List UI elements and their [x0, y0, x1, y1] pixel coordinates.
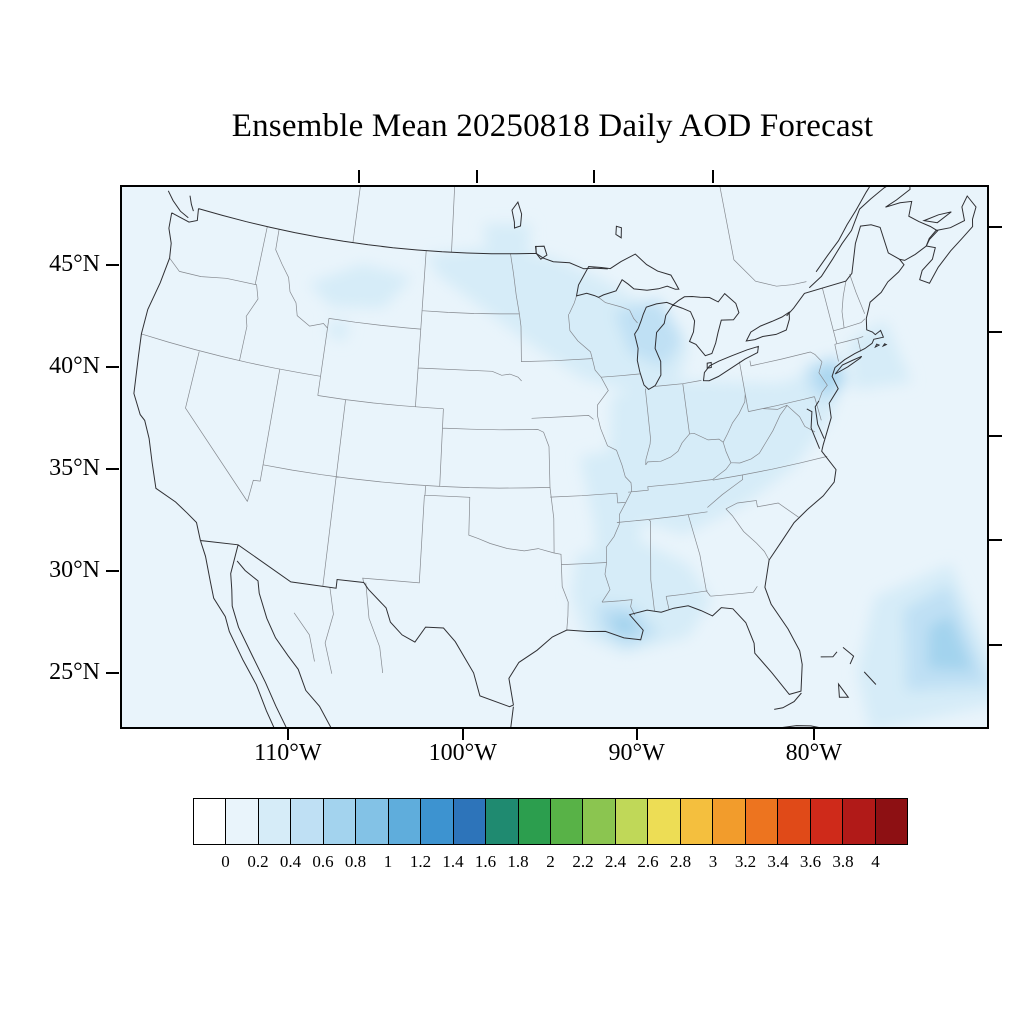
colorbar-labels: 0 0.2 0.4 0.6 0.8 1 1.2 1.4 1.6 1.8 2 2.2 2.4 2.6 2.8 3…	[193, 852, 908, 878]
colorbar-tick-label: 3	[708, 852, 718, 871]
colorbar-cell	[744, 799, 778, 844]
state-borders	[141, 187, 866, 674]
lat-tick-left	[106, 672, 119, 675]
colorbar-tick-label: 2.8	[669, 852, 692, 871]
colorbar-tick-label: 4	[871, 852, 880, 871]
colorbar-cell	[355, 799, 388, 844]
colorbar	[193, 798, 908, 845]
lat-tick-left	[106, 366, 119, 369]
colorbar-cell	[777, 799, 810, 844]
colorbar-tick-label: 0.6	[312, 852, 334, 871]
colorbar-tick-label: 1.6	[474, 852, 497, 871]
lon-tick-top	[592, 170, 595, 183]
lon-tick-bottom	[635, 727, 638, 740]
colorbar-cell	[257, 799, 291, 844]
lon-tick-label: 100°W	[428, 740, 497, 766]
chart-title: Ensemble Mean 20250818 Daily AOD Forecas…	[231, 108, 874, 144]
lon-tick-top	[358, 170, 361, 183]
colorbar-tick-label: 2.2	[572, 852, 594, 871]
colorbar-tick-label: 0.2	[247, 852, 269, 871]
lat-tick-label: 35°N	[49, 454, 100, 481]
colorbar-cell	[582, 799, 615, 844]
colorbar-tick-label: 1.2	[409, 852, 432, 871]
colorbar-tick-label: 3.4	[767, 852, 789, 871]
colorbar-cell	[225, 799, 258, 844]
lat-tick-right	[989, 539, 1002, 542]
colorbar-cell	[452, 799, 486, 844]
colorbar-cell	[194, 799, 226, 844]
map-plot-frame	[120, 185, 989, 729]
lat-tick-label: 45°N	[49, 250, 100, 277]
colorbar-tick-label: 0	[221, 852, 230, 871]
colorbar-cell	[614, 799, 648, 844]
lat-tick-left	[106, 263, 119, 266]
colorbar-tick-label: 2.4	[604, 852, 627, 871]
lon-tick-top	[712, 170, 715, 183]
colorbar-tick-label: 2.6	[637, 852, 659, 871]
lat-tick-right	[989, 435, 1002, 438]
colorbar-cell	[322, 799, 356, 844]
colorbar-tick-label: 1.8	[507, 852, 529, 871]
colorbar-cell	[387, 799, 421, 844]
colorbar-cell	[842, 799, 875, 844]
lat-tick-right	[989, 643, 1002, 646]
lat-tick-left	[106, 467, 119, 470]
lat-tick-label: 25°N	[49, 659, 100, 686]
colorbar-cell	[679, 799, 713, 844]
aod-shading	[308, 223, 987, 727]
colorbar-tick-label: 3.6	[799, 852, 822, 871]
colorbar-tick-label: 0.4	[279, 852, 302, 871]
lon-tick-top	[475, 170, 478, 183]
lon-tick-bottom	[812, 727, 815, 740]
lon-tick-label: 80°W	[785, 740, 842, 766]
colorbar-tick-label: 1	[383, 852, 393, 871]
lakes-islands	[511, 195, 977, 698]
colorbar-cell	[549, 799, 583, 844]
lat-tick-right	[989, 225, 1002, 228]
lon-tick-label: 110°W	[254, 740, 322, 766]
lat-tick-right	[989, 331, 1002, 334]
lat-tick-label: 40°N	[49, 353, 100, 380]
colorbar-cell	[485, 799, 518, 844]
colorbar-cell	[712, 799, 745, 844]
lat-tick-left	[106, 569, 119, 572]
lon-tick-bottom	[286, 727, 289, 740]
conus-aod-map	[122, 187, 987, 727]
colorbar-tick-label: 3.2	[734, 852, 757, 871]
colorbar-tick-label: 0.8	[344, 852, 367, 871]
colorbar-tick-label: 3.8	[832, 852, 854, 871]
lon-tick-bottom	[461, 727, 464, 740]
lon-tick-label: 90°W	[608, 740, 665, 766]
lat-tick-label: 30°N	[49, 556, 100, 583]
colorbar-tick-label: 2	[546, 852, 555, 871]
colorbar-cell	[517, 799, 550, 844]
coastlines-national-borders	[133, 187, 939, 727]
colorbar-cell	[647, 799, 680, 844]
colorbar-cell	[874, 799, 907, 844]
colorbar-cell	[809, 799, 843, 844]
colorbar-cell	[290, 799, 323, 844]
colorbar-tick-label: 1.4	[442, 852, 464, 871]
colorbar-cell	[420, 799, 453, 844]
